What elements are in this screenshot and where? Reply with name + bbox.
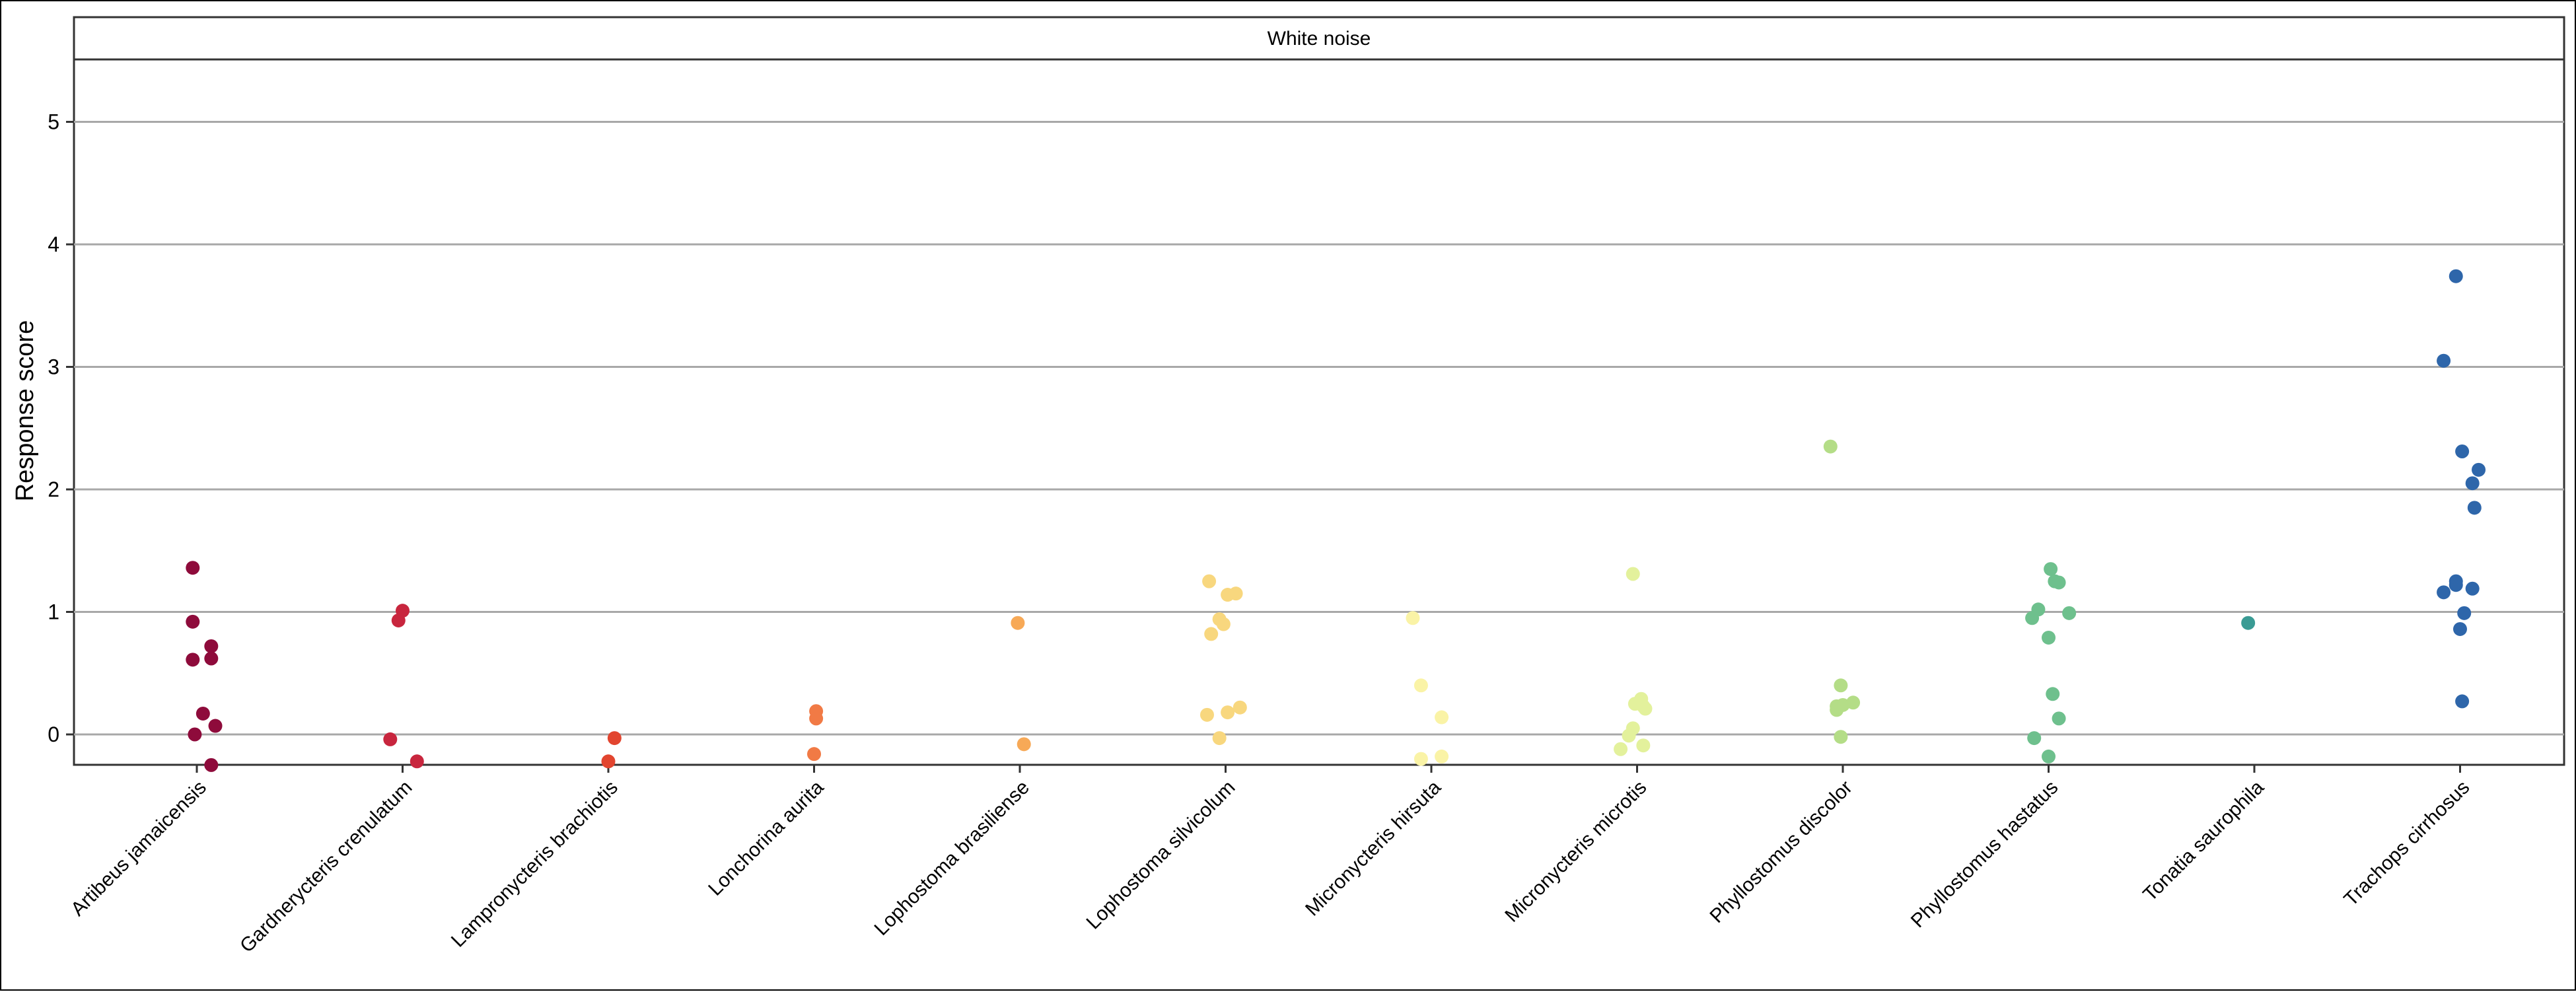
x-tick-label-lampronycteris-brachiotis: Lampronycteris brachiotis — [447, 777, 622, 952]
data-point-phyllostomus-hastatus-10 — [2042, 749, 2056, 763]
data-point-phyllostomus-hastatus-0 — [2044, 562, 2058, 577]
x-tick-label-micronycteris-microtis: Micronycteris microtis — [1501, 777, 1651, 927]
data-point-phyllostomus-discolor-5 — [1830, 703, 1844, 717]
data-point-lampronycteris-brachiotis-0 — [607, 731, 622, 746]
data-point-lophostoma-silvicolum-0 — [1202, 574, 1217, 588]
data-point-phyllostomus-hastatus-2 — [2052, 575, 2066, 590]
data-point-lophostoma-brasiliense-0 — [1011, 616, 1025, 630]
data-point-micronycteris-hirsuta-0 — [1406, 611, 1420, 625]
data-point-lonchorina-aurita-2 — [807, 747, 821, 762]
data-point-gardnerycteris-crenulatum-1 — [391, 613, 406, 627]
data-point-micronycteris-microtis-4 — [1638, 701, 1653, 716]
y-axis-ticks: 0 1 2 3 4 5 — [48, 110, 74, 746]
data-point-trachops-cirrhosus-4 — [2465, 476, 2480, 491]
data-point-trachops-cirrhosus-2 — [2455, 444, 2470, 458]
data-point-phyllostomus-discolor-0 — [1823, 439, 1838, 454]
data-point-phyllostomus-discolor-6 — [1834, 730, 1848, 744]
plot-panel — [73, 58, 2565, 766]
data-point-phyllostomus-hastatus-6 — [2042, 630, 2056, 645]
data-point-gardnerycteris-crenulatum-3 — [410, 754, 424, 769]
x-tick-label-tonatia-saurophila: Tonatia saurophila — [2139, 776, 2268, 905]
data-point-artibeus-jamaicensis-2 — [186, 653, 200, 667]
data-point-trachops-cirrhosus-9 — [2465, 581, 2480, 596]
x-tick-label-artibeus-jamaicensis: Artibeus jamaicensis — [67, 777, 211, 921]
data-point-gardnerycteris-crenulatum-2 — [383, 732, 398, 746]
x-tick-label-lophostoma-brasiliense: Lophostoma brasiliense — [871, 777, 1034, 940]
data-point-micronycteris-hirsuta-1 — [1413, 678, 1428, 693]
y-tick-label-4: 4 — [48, 232, 59, 256]
y-tick-label-2: 2 — [48, 478, 59, 501]
y-tick-label-3: 3 — [48, 355, 59, 379]
data-point-phyllostomus-hastatus-8 — [2052, 711, 2066, 726]
x-tick-label-lophostoma-silvicolum: Lophostoma silvicolum — [1083, 777, 1240, 934]
x-tick-label-phyllostomus-discolor: Phyllostomus discolor — [1705, 777, 1856, 927]
data-point-tonatia-saurophila-0 — [2241, 616, 2256, 630]
data-point-phyllostomus-hastatus-7 — [2046, 687, 2060, 701]
data-point-trachops-cirrhosus-10 — [2457, 606, 2472, 620]
data-point-phyllostomus-hastatus-5 — [2025, 611, 2040, 625]
y-axis-label: Response score — [11, 320, 39, 502]
data-point-trachops-cirrhosus-1 — [2437, 353, 2451, 368]
data-point-trachops-cirrhosus-11 — [2453, 621, 2467, 636]
data-point-trachops-cirrhosus-0 — [2449, 269, 2463, 283]
data-point-micronycteris-microtis-0 — [1626, 567, 1640, 581]
data-points — [186, 269, 2486, 772]
data-point-artibeus-jamaicensis-7 — [208, 719, 223, 733]
panel-strip — [73, 16, 2565, 61]
data-point-artibeus-jamaicensis-6 — [188, 727, 202, 742]
data-point-phyllostomus-hastatus-9 — [2027, 731, 2042, 746]
data-point-lophostoma-silvicolum-5 — [1204, 627, 1219, 641]
data-point-micronycteris-microtis-7 — [1636, 738, 1651, 753]
data-point-artibeus-jamaicensis-0 — [186, 561, 200, 575]
data-point-artibeus-jamaicensis-3 — [204, 639, 219, 653]
data-point-lophostoma-silvicolum-4 — [1216, 617, 1231, 631]
data-point-micronycteris-hirsuta-3 — [1413, 752, 1428, 766]
data-point-lophostoma-silvicolum-2 — [1229, 586, 1243, 601]
panel-title: White noise — [1268, 28, 1371, 50]
y-tick-label-0: 0 — [48, 723, 59, 746]
x-tick-label-lonchorina-aurita: Lonchorina aurita — [704, 776, 828, 900]
data-point-artibeus-jamaicensis-4 — [204, 651, 219, 666]
data-point-micronycteris-hirsuta-2 — [1435, 710, 1449, 725]
data-point-trachops-cirrhosus-12 — [2455, 694, 2470, 709]
data-point-trachops-cirrhosus-8 — [2437, 585, 2451, 600]
data-point-artibeus-jamaicensis-5 — [196, 706, 210, 721]
x-tick-label-gardnerycteris-crenulatum: Gardnerycteris crenulatum — [236, 777, 416, 957]
data-point-micronycteris-hirsuta-4 — [1435, 749, 1449, 763]
x-tick-label-phyllostomus-hastatus: Phyllostomus hastatus — [1907, 777, 2063, 933]
data-point-artibeus-jamaicensis-1 — [186, 614, 200, 629]
data-point-phyllostomus-discolor-1 — [1834, 678, 1848, 693]
data-point-artibeus-jamaicensis-8 — [204, 758, 219, 772]
x-tick-label-micronycteris-hirsuta: Micronycteris hirsuta — [1301, 776, 1445, 920]
x-tick-label-trachops-cirrhosus: Trachops cirrhosus — [2340, 777, 2474, 911]
y-tick-label-5: 5 — [48, 110, 59, 134]
y-tick-label-1: 1 — [48, 600, 59, 624]
data-point-trachops-cirrhosus-5 — [2467, 501, 2482, 515]
data-point-trachops-cirrhosus-7 — [2449, 578, 2463, 592]
data-point-micronycteris-microtis-6 — [1622, 728, 1636, 743]
data-point-lophostoma-silvicolum-9 — [1212, 731, 1227, 746]
data-point-micronycteris-microtis-8 — [1614, 742, 1628, 756]
x-axis-ticks: Artibeus jamaicensis Gardnerycteris crenu… — [67, 765, 2474, 957]
data-point-lophostoma-brasiliense-1 — [1017, 737, 1031, 752]
data-point-lophostoma-silvicolum-8 — [1199, 707, 1214, 722]
data-point-trachops-cirrhosus-3 — [2472, 462, 2486, 477]
gridlines — [74, 121, 2564, 736]
data-point-lampronycteris-brachiotis-1 — [601, 754, 616, 769]
data-point-lophostoma-silvicolum-7 — [1221, 705, 1235, 720]
data-point-phyllostomus-hastatus-4 — [2062, 606, 2077, 620]
data-point-lophostoma-silvicolum-6 — [1233, 700, 1247, 715]
data-point-lonchorina-aurita-1 — [809, 711, 824, 726]
